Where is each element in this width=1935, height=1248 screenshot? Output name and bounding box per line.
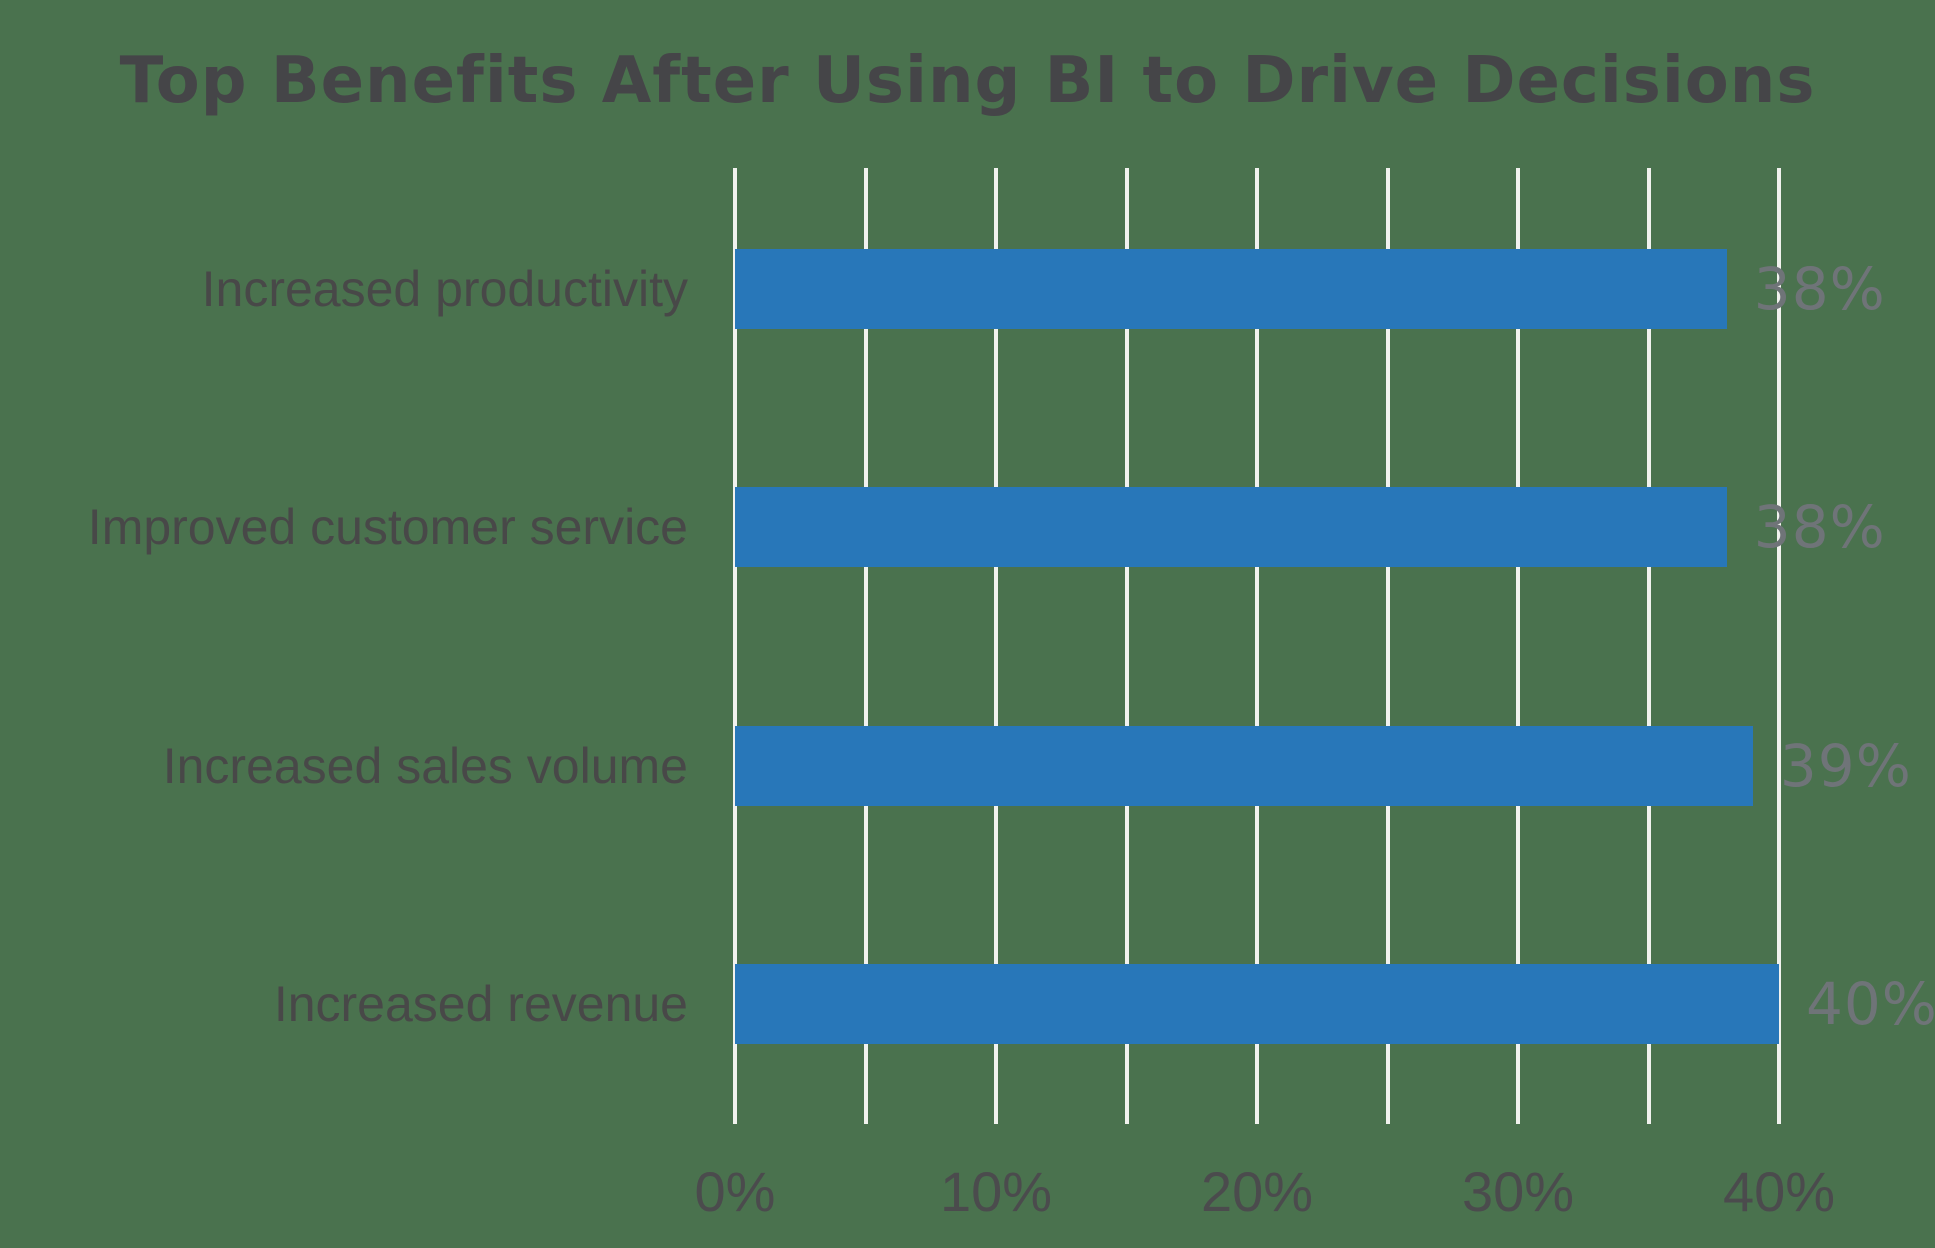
gridline-40pct (1777, 168, 1781, 1124)
gridline-0pct (733, 168, 737, 1124)
bar-increased-productivity (735, 249, 1727, 329)
gridline-5pct (863, 168, 868, 1124)
x-tick-label-40pct: 40% (1722, 1160, 1836, 1223)
value-label-improved-customer-service: 38% (1753, 493, 1886, 562)
bar-improved-customer-service (735, 487, 1727, 568)
category-label-improved-customer-service: Improved customer service (87, 499, 688, 556)
gridline-35pct (1646, 168, 1651, 1124)
gridline-25pct (1385, 168, 1390, 1124)
category-label-increased-productivity: Increased productivity (201, 261, 688, 317)
category-label-increased-sales-volume: Increased sales volume (162, 737, 688, 794)
gridline-10pct (994, 168, 998, 1124)
x-tick-label-30pct: 30% (1461, 1160, 1575, 1223)
x-tick-label-0pct: 0% (694, 1160, 776, 1223)
chart-title: Top Benefits After Using BI to Drive Dec… (119, 44, 1816, 118)
value-label-increased-revenue: 40% (1806, 970, 1935, 1038)
gridline-20pct (1255, 168, 1259, 1124)
gridline-30pct (1516, 168, 1520, 1124)
x-tick-label-20pct: 20% (1200, 1160, 1314, 1223)
bar-increased-sales-volume (735, 725, 1753, 806)
value-label-increased-sales-volume: 39% (1779, 731, 1912, 800)
gridline-15pct (1124, 168, 1129, 1124)
category-label-increased-revenue: Increased revenue (273, 976, 688, 1032)
value-label-increased-productivity: 38% (1753, 255, 1886, 323)
x-tick-label-10pct: 10% (939, 1160, 1053, 1223)
bar-increased-revenue (735, 964, 1779, 1044)
